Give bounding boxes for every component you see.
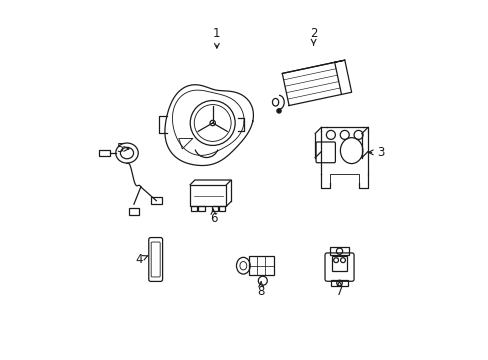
Bar: [99, 150, 110, 156]
Text: 8: 8: [257, 282, 264, 298]
Text: 6: 6: [209, 209, 217, 225]
Bar: [198, 206, 204, 211]
Bar: [150, 197, 162, 204]
Text: 2: 2: [309, 27, 317, 45]
Bar: [191, 206, 197, 211]
Circle shape: [276, 109, 281, 113]
Bar: [219, 206, 225, 211]
Bar: [248, 256, 273, 275]
Text: 7: 7: [335, 282, 343, 298]
Bar: [330, 280, 347, 286]
Text: 1: 1: [213, 27, 220, 48]
Bar: [128, 208, 139, 215]
Text: 3: 3: [367, 146, 384, 159]
Bar: [329, 247, 348, 255]
Text: 4: 4: [135, 253, 148, 266]
Bar: [332, 256, 346, 271]
Text: 5: 5: [116, 143, 129, 156]
Bar: [211, 206, 218, 211]
Bar: [190, 185, 226, 206]
